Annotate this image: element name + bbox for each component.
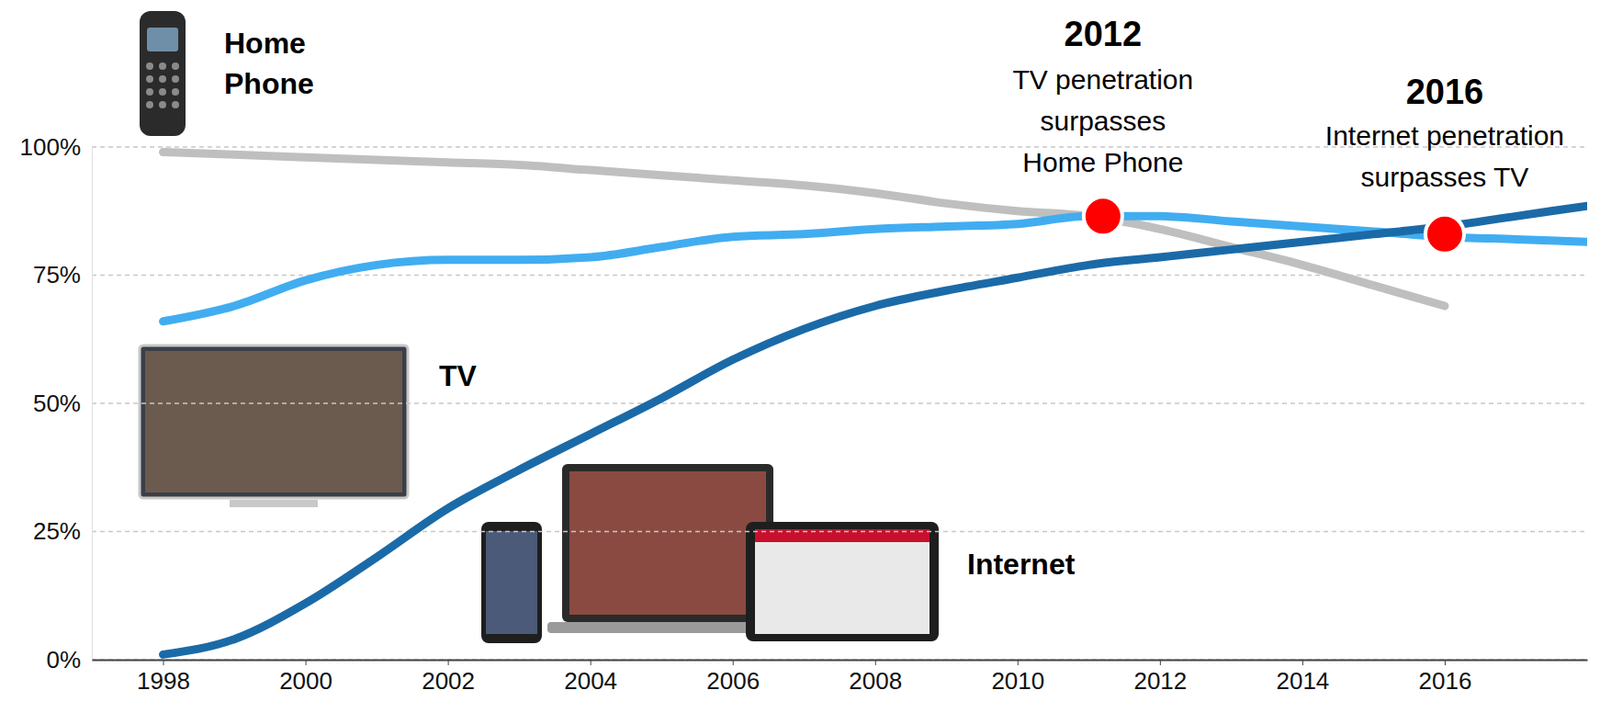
x-tick: 2010 (991, 659, 1045, 695)
annotation-title: 2012 (1064, 14, 1143, 54)
series-label: TV (439, 359, 478, 393)
x-tick-mark (1017, 659, 1019, 665)
y-tick: 100% (20, 133, 93, 161)
x-tick-label: 2016 (1419, 666, 1473, 695)
annotation: 2012 TV penetration surpasses Home Phone (1012, 14, 1194, 178)
x-tick: 2012 (1133, 659, 1187, 695)
phone-key (158, 62, 167, 70)
phone-key (146, 101, 154, 109)
y-axis-line (91, 147, 93, 661)
y-tick: 75% (33, 260, 92, 289)
x-tick: 2008 (848, 659, 902, 695)
x-tick-mark (732, 659, 734, 665)
x-tick: 2014 (1275, 659, 1330, 695)
grid-line (91, 530, 1588, 533)
phone-icon (139, 11, 186, 136)
y-tick-label: 0% (45, 645, 81, 674)
laptop-icon (562, 463, 774, 622)
x-tick-label: 1998 (136, 666, 191, 695)
phone-key (171, 101, 180, 109)
y-tick: 0% (45, 645, 92, 674)
x-tick: 2004 (563, 659, 618, 695)
x-tick-label: 2006 (706, 666, 760, 695)
annotation-text: TV penetration (1012, 64, 1194, 95)
laptop-screen (569, 471, 767, 615)
annotation: 2016 Internet penetration surpasses TV (1325, 72, 1565, 192)
x-tick-label: 2010 (991, 666, 1045, 695)
smartphone-screen (485, 530, 538, 634)
tablet-screen (754, 529, 930, 634)
series-label: HomePhone (224, 26, 315, 101)
x-tick-mark (875, 659, 877, 665)
y-tick-label: 100% (20, 133, 82, 161)
x-tick-label: 2004 (563, 666, 618, 695)
phone-key (171, 75, 180, 83)
phone-key (158, 75, 167, 83)
series-lines (163, 152, 1588, 655)
x-axis-line (92, 659, 1589, 662)
x-tick: 1998 (136, 659, 191, 695)
x-tick-mark (1160, 659, 1161, 665)
y-tick: 50% (33, 389, 92, 417)
tablet-icon (745, 521, 939, 642)
x-tick-mark (1302, 659, 1304, 665)
x-tick-label: 2008 (848, 666, 902, 695)
annotation-text: surpasses (1039, 105, 1166, 136)
x-tick-label: 2002 (421, 666, 475, 695)
annotation-title: 2016 (1406, 72, 1485, 112)
phone-key (171, 88, 180, 96)
phone-key (171, 62, 180, 70)
tv-screen (145, 350, 403, 493)
grid (91, 146, 1588, 660)
phone-key (146, 88, 154, 96)
x-tick: 2002 (421, 659, 475, 695)
phone-key (146, 62, 154, 70)
annotation-dot (1425, 214, 1465, 254)
x-tick: 2000 (279, 659, 333, 695)
y-tick-label: 25% (33, 517, 81, 545)
x-tick: 2016 (1419, 659, 1473, 695)
annotation-text: surpasses TV (1361, 161, 1530, 192)
x-tick-mark (448, 659, 450, 665)
grid-line (91, 402, 1588, 405)
x-axis: 1998 2000 2002 2004 2006 2008 2010 2012 2014 2016 (92, 659, 1589, 695)
chart: 0% 25% 50% 75% 100% 1998 2000 2002 2004 2006 2008 2… (0, 0, 1600, 713)
phone-key (158, 88, 167, 96)
annotation-text: Internet penetration (1325, 120, 1565, 151)
x-tick-mark (305, 659, 307, 665)
tv-stand (229, 499, 318, 508)
x-tick: 2006 (706, 659, 760, 695)
phone-screen (146, 27, 179, 52)
annotation-dot (1083, 196, 1123, 236)
grid-line (91, 658, 1588, 661)
y-axis: 0% 25% 50% 75% 100% (20, 133, 93, 674)
phone-key (158, 101, 167, 109)
x-tick-label: 2000 (279, 666, 333, 695)
series-label: Internet (967, 547, 1076, 581)
y-tick-label: 75% (33, 260, 81, 289)
phone-key (146, 75, 154, 83)
tv-icon (139, 345, 408, 498)
x-tick-label: 2014 (1275, 666, 1330, 695)
series-line (163, 152, 1445, 306)
annotation-text: Home Phone (1022, 146, 1184, 178)
x-tick-mark (590, 659, 592, 665)
annotations: 2012TV penetrationsurpassesHome Phone201… (1012, 14, 1565, 254)
y-tick-label: 50% (33, 389, 81, 417)
x-tick-mark (1444, 659, 1446, 665)
smartphone-icon (481, 521, 542, 643)
y-tick: 25% (33, 517, 92, 545)
x-tick-label: 2012 (1133, 666, 1187, 695)
x-tick-mark (163, 659, 165, 665)
series-line (163, 205, 1588, 654)
